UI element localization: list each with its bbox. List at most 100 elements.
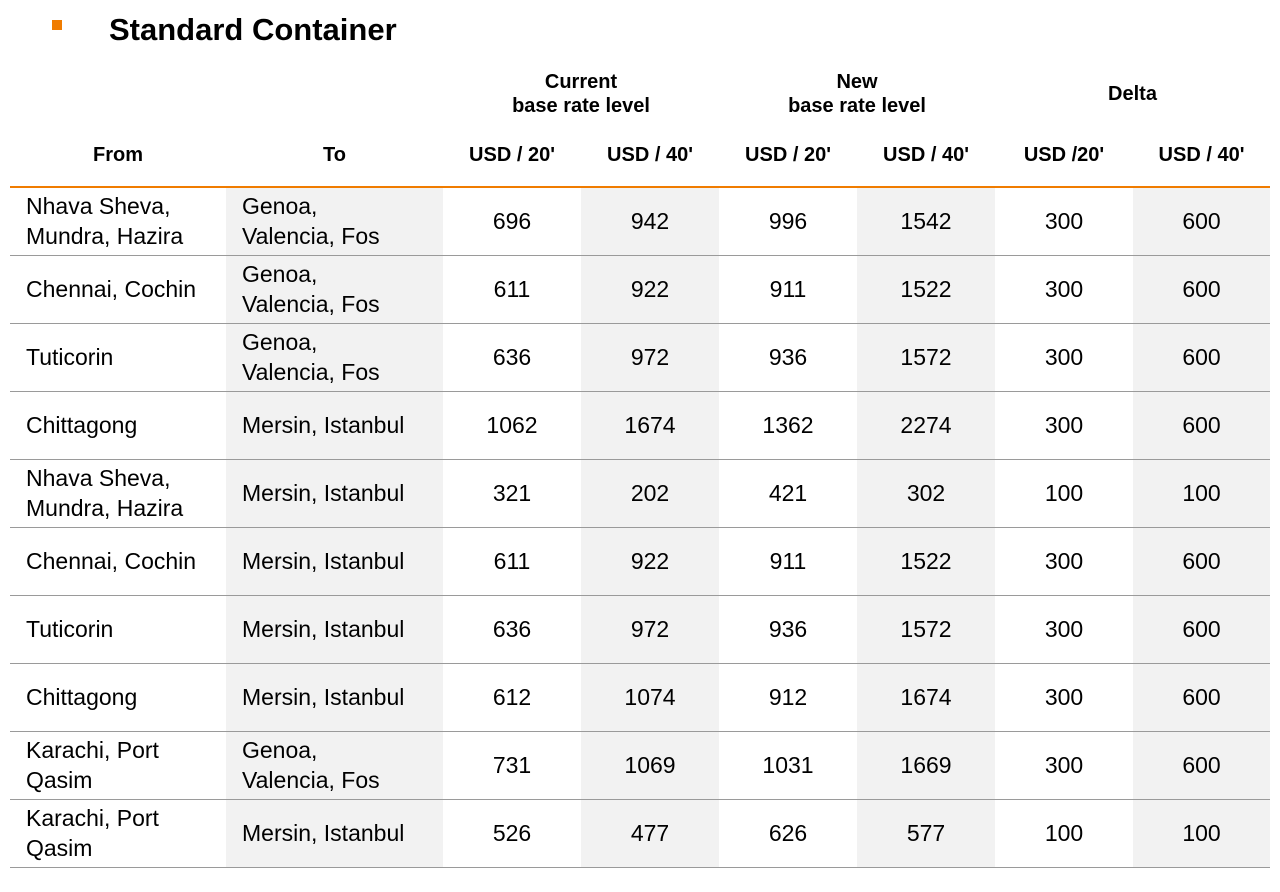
table-row: Chittagong Mersin, Istanbul 1062 1674 1362 22… <box>10 391 1270 460</box>
cell-from-line: Karachi, Port <box>26 737 159 763</box>
cell-delta-20: 300 <box>995 731 1133 800</box>
column-header-new-40: USD / 40' <box>857 124 995 188</box>
cell-new-20: 1362 <box>719 391 857 460</box>
cell-from-line: Mundra, Hazira <box>26 495 184 521</box>
table-row: Karachi, Port Qasim Genoa, Valencia, Fos 731… <box>10 731 1270 800</box>
cell-new-20: 911 <box>719 255 857 324</box>
table-row: Tuticorin Genoa, Valencia, Fos 636 972 936 157… <box>10 323 1270 392</box>
cell-new-20: 421 <box>719 459 857 528</box>
column-header-new-20: USD / 20' <box>719 124 857 188</box>
cell-current-40: 1069 <box>581 731 719 800</box>
cell-new-40: 1572 <box>857 323 995 392</box>
cell-from: Karachi, Port Qasim <box>10 799 226 868</box>
cell-current-20: 611 <box>443 527 581 596</box>
title-row: Standard Container <box>0 0 1280 60</box>
cell-delta-40: 100 <box>1133 799 1270 868</box>
table-row: Tuticorin Mersin, Istanbul 636 972 936 1572 30… <box>10 595 1270 664</box>
cell-new-40: 1572 <box>857 595 995 664</box>
bullet-square-icon <box>52 20 62 30</box>
cell-delta-20: 300 <box>995 527 1133 596</box>
cell-from-line: Mundra, Hazira <box>26 223 184 250</box>
cell-new-20: 912 <box>719 663 857 732</box>
cell-new-20: 996 <box>719 187 857 256</box>
cell-to-line: Genoa, <box>242 737 318 763</box>
cell-delta-20: 300 <box>995 663 1133 732</box>
group-header-new-line1: New <box>836 71 878 93</box>
cell-from-line: Karachi, Port <box>26 805 159 831</box>
group-header-delta: Delta <box>1108 83 1157 105</box>
cell-to: Mersin, Istanbul <box>226 527 443 596</box>
cell-current-40: 922 <box>581 527 719 596</box>
cell-delta-40: 600 <box>1133 323 1270 392</box>
cell-new-20: 1031 <box>719 731 857 800</box>
group-header-current: Current base rate level <box>443 64 719 124</box>
cell-new-40: 302 <box>857 459 995 528</box>
column-header-to: To <box>226 124 443 188</box>
cell-delta-40: 100 <box>1133 459 1270 528</box>
cell-from: Nhava Sheva, Mundra, Hazira <box>10 187 226 256</box>
blank-header-from <box>10 64 226 124</box>
cell-to: Mersin, Istanbul <box>226 663 443 732</box>
cell-to-line: Valencia, Fos <box>242 359 380 385</box>
table-body: Nhava Sheva, Mundra, Hazira Genoa, Valencia… <box>10 187 1270 868</box>
cell-new-40: 1522 <box>857 527 995 596</box>
cell-to-line: Mersin, Istanbul <box>242 412 405 438</box>
cell-from-line: Chittagong <box>26 684 138 710</box>
cell-current-20: 321 <box>443 459 581 528</box>
cell-current-40: 477 <box>581 799 719 868</box>
group-header-row: Current base rate level New base rate le… <box>10 64 1270 124</box>
cell-delta-40: 600 <box>1133 187 1270 256</box>
group-header-new-line2: base rate level <box>788 95 926 117</box>
column-header-from: From <box>10 124 226 188</box>
cell-new-40: 1674 <box>857 663 995 732</box>
cell-current-20: 526 <box>443 799 581 868</box>
cell-from-line: Nhava Sheva, <box>26 193 171 220</box>
page-title: Standard Container <box>109 12 397 47</box>
cell-from-line: Nhava Sheva, <box>26 465 171 491</box>
cell-to-line: Mersin, Istanbul <box>242 480 405 506</box>
cell-current-20: 636 <box>443 323 581 392</box>
table-header: Current base rate level New base rate le… <box>10 64 1270 188</box>
cell-from: Chennai, Cochin <box>10 255 226 324</box>
cell-to-line: Mersin, Istanbul <box>242 820 405 846</box>
cell-to: Mersin, Istanbul <box>226 799 443 868</box>
cell-current-40: 972 <box>581 595 719 664</box>
cell-delta-20: 300 <box>995 595 1133 664</box>
cell-delta-40: 600 <box>1133 663 1270 732</box>
column-header-current-20: USD / 20' <box>443 124 581 188</box>
cell-to: Genoa, Valencia, Fos <box>226 323 443 392</box>
cell-current-40: 922 <box>581 255 719 324</box>
cell-new-40: 2274 <box>857 391 995 460</box>
cell-from-line: Qasim <box>26 767 93 793</box>
cell-from: Nhava Sheva, Mundra, Hazira <box>10 459 226 528</box>
cell-current-20: 612 <box>443 663 581 732</box>
cell-current-40: 1674 <box>581 391 719 460</box>
cell-from-line: Tuticorin <box>26 344 114 370</box>
cell-from-line: Chittagong <box>26 412 138 438</box>
cell-current-40: 942 <box>581 187 719 256</box>
cell-new-40: 1522 <box>857 255 995 324</box>
column-header-current-40: USD / 40' <box>581 124 719 188</box>
cell-to-line: Genoa, <box>242 329 318 355</box>
cell-delta-20: 100 <box>995 799 1133 868</box>
table-row: Karachi, Port Qasim Mersin, Istanbul 526 477… <box>10 799 1270 868</box>
cell-new-40: 1669 <box>857 731 995 800</box>
cell-from: Chittagong <box>10 391 226 460</box>
cell-to: Mersin, Istanbul <box>226 595 443 664</box>
cell-delta-40: 600 <box>1133 391 1270 460</box>
cell-current-40: 972 <box>581 323 719 392</box>
cell-new-40: 577 <box>857 799 995 868</box>
column-header-row: From To USD / 20' USD / 40' USD / 20' US… <box>10 124 1270 188</box>
cell-to: Mersin, Istanbul <box>226 391 443 460</box>
table-row: Nhava Sheva, Mundra, Hazira Genoa, Valencia… <box>10 187 1270 256</box>
cell-from-line: Chennai, Cochin <box>26 276 197 302</box>
rate-table: Current base rate level New base rate le… <box>10 64 1270 868</box>
cell-new-20: 936 <box>719 595 857 664</box>
cell-current-20: 731 <box>443 731 581 800</box>
cell-from: Chennai, Cochin <box>10 527 226 596</box>
cell-to-line: Valencia, Fos <box>242 767 380 793</box>
cell-from: Chittagong <box>10 663 226 732</box>
cell-to-line: Genoa, <box>242 261 318 287</box>
table-row: Chennai, Cochin Genoa, Valencia, Fos 611 922… <box>10 255 1270 324</box>
table-row: Nhava Sheva, Mundra, Hazira Mersin, Istanb… <box>10 459 1270 528</box>
